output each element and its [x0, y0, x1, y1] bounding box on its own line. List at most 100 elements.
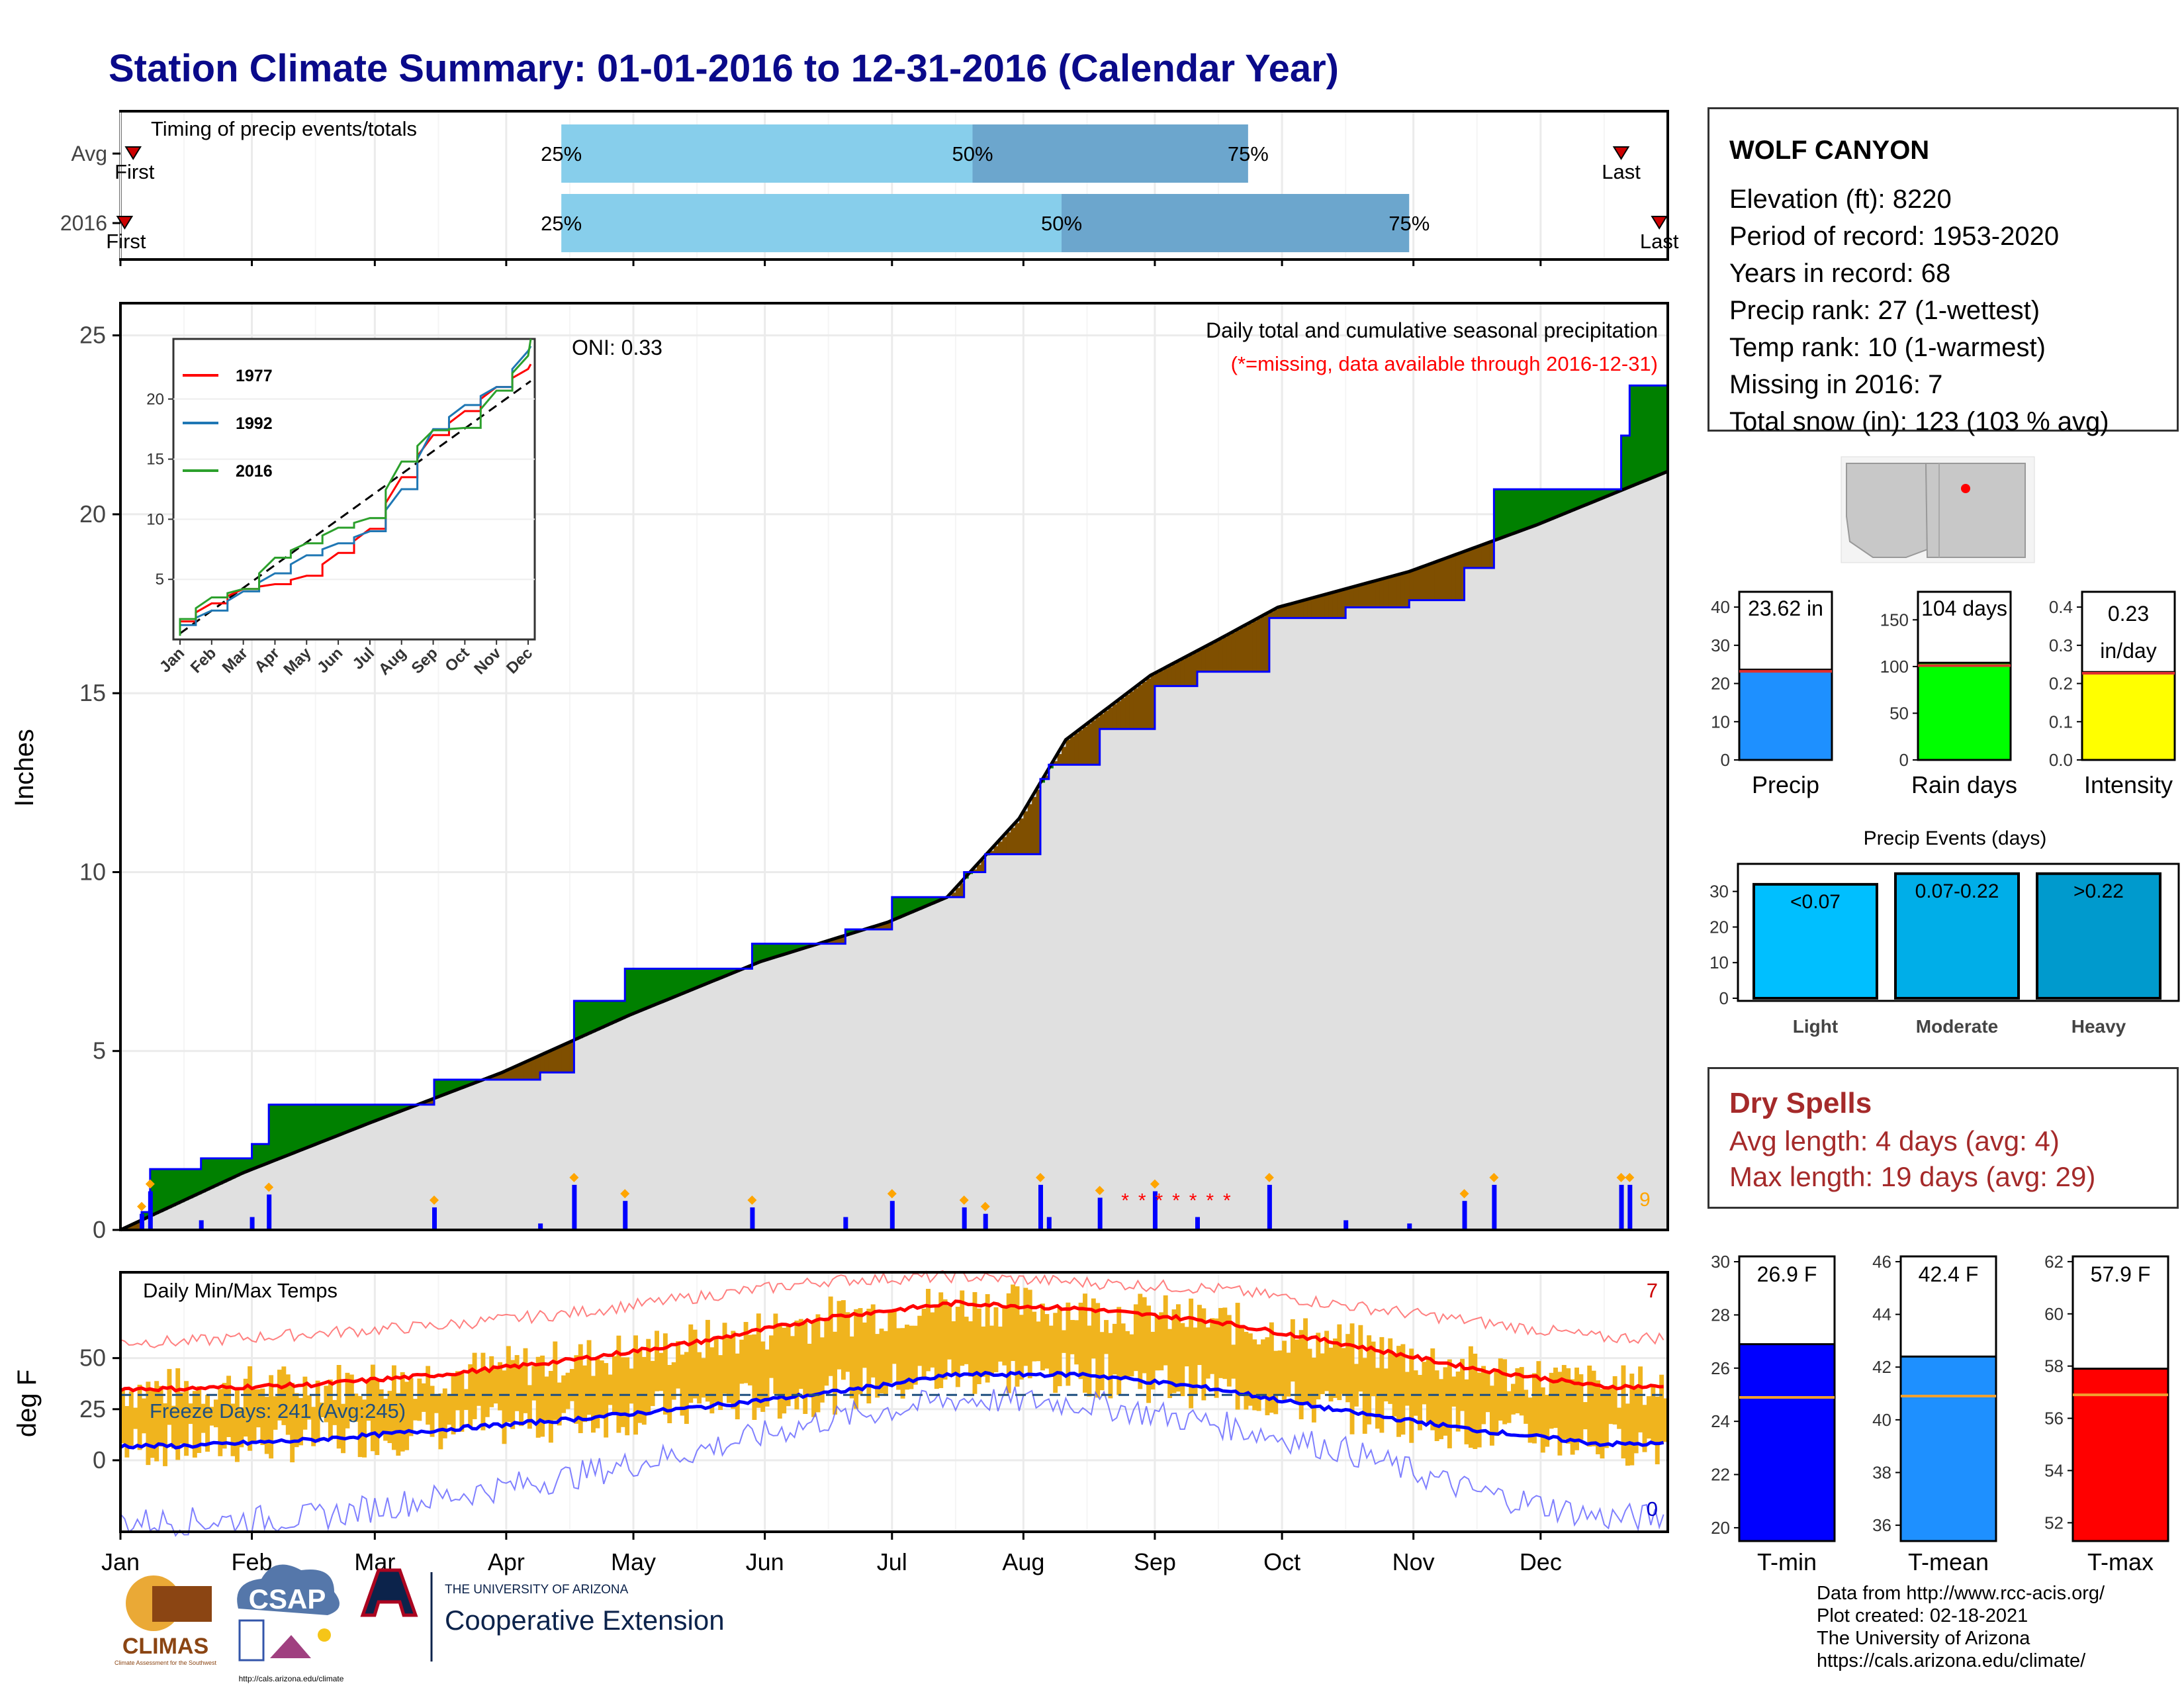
- summary-tick-label: 10: [1711, 712, 1730, 731]
- diff-fill: [1053, 761, 1058, 765]
- temp-range-bar: [417, 1378, 422, 1421]
- temp-range-bar: [565, 1372, 570, 1409]
- temp-range-bar: [527, 1385, 532, 1429]
- diff-fill: [1434, 562, 1439, 600]
- avg-fill: [120, 471, 1668, 1230]
- summary-value-label: 104 days: [1921, 596, 2007, 620]
- temp-range-bar: [1015, 1286, 1020, 1387]
- temp-range-bar: [1527, 1397, 1533, 1443]
- temp-range-bar: [561, 1375, 567, 1413]
- y-tick-label: 15: [79, 679, 106, 706]
- precip-events-chart: Precip Events (days) 0 10 20 30 <0.07 Light 0.0…: [1709, 827, 2180, 1037]
- diff-fill: [1443, 559, 1448, 600]
- diff-fill: [1561, 489, 1567, 515]
- precip-missing-note: (*=missing, data available through 2016-…: [1231, 352, 1658, 375]
- precip-y-ticks: 0 5 10 15 20 25: [79, 322, 120, 1243]
- diff-fill: [158, 1169, 163, 1213]
- month-label-jan: Jan: [101, 1548, 140, 1575]
- temp-range-bar: [1638, 1366, 1643, 1432]
- temp-range-bar: [981, 1326, 986, 1377]
- diff-fill: [655, 968, 660, 1005]
- diff-fill: [1222, 637, 1228, 672]
- diff-fill: [209, 1158, 214, 1189]
- diff-fill: [798, 943, 803, 950]
- heavy-event-marker: [1489, 1172, 1499, 1182]
- daily-precip-bar: [140, 1213, 145, 1230]
- diff-fill: [315, 1104, 320, 1145]
- precip-daily-bars: [140, 1184, 1633, 1230]
- diff-fill: [1083, 727, 1088, 765]
- temp-range-bar: [544, 1376, 549, 1421]
- diff-fill: [531, 1058, 537, 1080]
- diff-fill: [599, 1001, 604, 1029]
- temp-range-bar: [1040, 1303, 1045, 1371]
- inset-y-label: 15: [146, 451, 164, 469]
- diff-fill: [290, 1104, 295, 1154]
- diff-fill: [976, 865, 981, 872]
- temp-range-bar: [1320, 1353, 1325, 1395]
- temp-range-bar: [332, 1399, 338, 1425]
- temp-range-bar: [913, 1325, 918, 1385]
- temp-range-bar: [285, 1374, 291, 1435]
- diff-fill: [764, 943, 770, 961]
- diff-fill: [201, 1158, 206, 1193]
- temp-range-bar: [1231, 1344, 1236, 1379]
- diff-fill: [281, 1104, 287, 1158]
- diff-fill: [722, 968, 727, 978]
- temp-range-bar: [595, 1357, 600, 1429]
- temp-range-bar: [1197, 1305, 1202, 1366]
- station-snow: Total snow (in): 123 (103 % avg): [1729, 407, 2109, 436]
- timing-label: Timing of precip events/totals: [151, 117, 417, 140]
- missing-marker: *: [1172, 1190, 1180, 1211]
- diff-fill: [328, 1104, 333, 1140]
- diff-fill: [997, 841, 1003, 855]
- temp-range-bar: [782, 1327, 787, 1414]
- logos: CLIMAS Climate Assessment for the Southw…: [114, 1564, 725, 1683]
- timing-bar-50-75: [1062, 194, 1410, 252]
- inset-y-label: 20: [146, 391, 164, 408]
- summary-tick-label: 0: [1899, 750, 1909, 770]
- summary-label: Precip: [1752, 771, 1819, 798]
- temp-range-bar: [226, 1376, 232, 1437]
- temp-range-bar: [489, 1356, 494, 1407]
- temp-range-bar: [909, 1325, 914, 1389]
- temp-range-bar: [1091, 1298, 1096, 1359]
- temp-range-bar: [404, 1382, 410, 1450]
- temp-range-bar: [756, 1313, 761, 1408]
- temp-range-bar: [523, 1348, 528, 1413]
- summary-value-label: 23.62 in: [1748, 596, 1823, 620]
- credit-url: https://cals.arizona.edu/climate/: [1817, 1650, 2086, 1671]
- diff-fill: [1069, 736, 1075, 765]
- temp-range-bar: [142, 1398, 146, 1434]
- temp-range-bar: [1201, 1308, 1206, 1401]
- temp-range-bar: [120, 1389, 125, 1444]
- diff-fill: [680, 968, 685, 995]
- diff-fill: [1396, 575, 1402, 608]
- diff-fill: [205, 1158, 210, 1191]
- temp-range-bar: [841, 1300, 846, 1380]
- temp-range-bar: [1189, 1298, 1194, 1409]
- diff-fill: [582, 1001, 588, 1037]
- climas-sub: Climate Assessment for the Southwest: [114, 1660, 217, 1666]
- line-2016: [120, 384, 1668, 1231]
- csap-logo: CSAP http://cals.arizona.edu/climate: [237, 1564, 344, 1683]
- temp-range-bar: [1545, 1395, 1550, 1447]
- summary-bar-rain-days: [1917, 661, 2012, 761]
- temp-range-bar: [1256, 1344, 1261, 1411]
- diff-fill: [1320, 596, 1325, 618]
- temp-range-bar: [1011, 1284, 1016, 1362]
- temp-range-bar: [137, 1384, 142, 1450]
- temp-range-bar: [569, 1369, 574, 1401]
- temp-summary-value: 42.4 F: [1919, 1262, 1979, 1286]
- diff-fill: [226, 1158, 232, 1181]
- temp-range-bar: [833, 1331, 838, 1415]
- diff-fill: [1032, 796, 1037, 855]
- temp-summary-tick-label: 28: [1711, 1305, 1730, 1325]
- diff-fill: [510, 1068, 516, 1080]
- diff-fill: [930, 897, 935, 905]
- diff-fill: [184, 1169, 189, 1201]
- temp-range-bar: [1210, 1318, 1215, 1374]
- temp-range-bar: [1175, 1304, 1181, 1392]
- temp-max-count: 7: [1647, 1279, 1658, 1302]
